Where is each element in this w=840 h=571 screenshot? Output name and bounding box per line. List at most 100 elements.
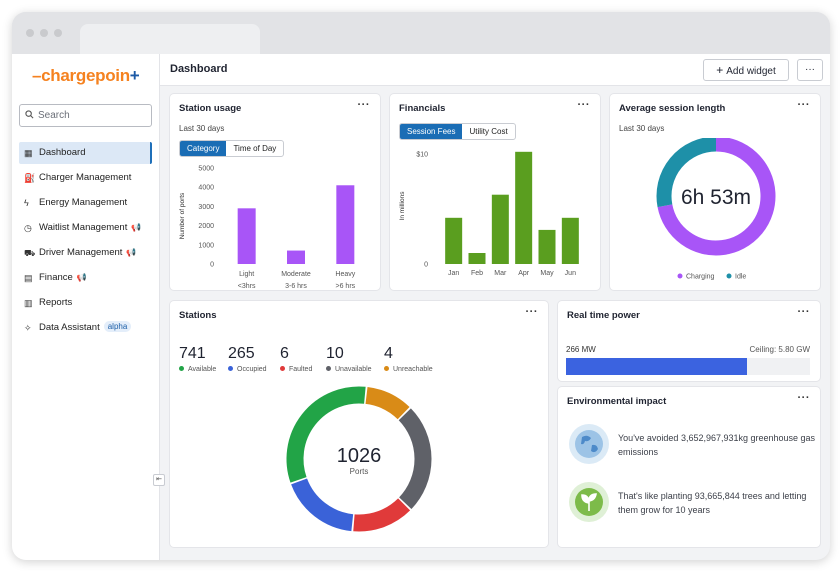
avg-session-donut: 6h 53m Charging Idle — [656, 138, 776, 281]
station-usage-chart: Number of ports 0 1000 2000 3000 4000 5000 Ligh… — [179, 166, 356, 291]
sidebar-item-label: Charger Management — [39, 172, 132, 183]
financials-bar[interactable] — [561, 217, 579, 264]
app: –chargepoin+ Search ▦ Dashboard ⛽ Charger M… — [12, 54, 830, 560]
stat-label: Faulted — [280, 366, 312, 373]
legend-dot — [228, 366, 233, 371]
sidebar-item-label: Finance — [39, 272, 73, 283]
stat-label-text: Faulted — [289, 366, 313, 373]
sidebar: –chargepoin+ Search ▦ Dashboard ⛽ Charger M… — [12, 54, 165, 560]
sidebar-item-energy-management[interactable]: ϟ Energy Management — [19, 192, 152, 214]
stat-label-text: Available — [188, 366, 217, 373]
stat-unavailable: 10 Unavailable — [326, 345, 372, 373]
stations-slice[interactable] — [286, 386, 366, 483]
card-title: Station usage — [179, 103, 242, 114]
stations-slice[interactable] — [365, 387, 410, 420]
add-widget-label: Add widget — [726, 66, 776, 77]
x-tick-label: Heavy — [335, 271, 355, 278]
stat-value: 6 — [280, 345, 289, 362]
x-tick-label: Feb — [471, 270, 483, 277]
tab-utility-cost[interactable]: Utility Cost — [469, 127, 508, 136]
sidebar-item-dashboard[interactable]: ▦ Dashboard — [19, 142, 152, 164]
legend-dot — [726, 273, 732, 279]
power-bar-fill — [566, 358, 747, 375]
trees-text: That's like planting 93,665,844 trees an… — [618, 491, 807, 515]
megaphone-icon: 📢 — [126, 248, 137, 257]
card-menu-icon[interactable]: ··· — [797, 99, 810, 111]
sidebar-item-data-assistant[interactable]: ✧ Data Assistant alpha — [19, 317, 152, 339]
session-slice[interactable] — [657, 138, 776, 256]
power-ceiling: Ceiling: 5.80 GW — [749, 345, 810, 354]
chargepoint-logo[interactable]: –chargepoin+ — [32, 66, 140, 86]
legend-dot — [179, 366, 184, 371]
browser-tab[interactable] — [80, 24, 260, 54]
x-tick-label: Light — [239, 271, 254, 278]
sidebar-item-label: Data Assistant — [39, 322, 100, 333]
financials-bar[interactable] — [538, 229, 556, 264]
tab-session-fees[interactable]: Session Fees — [400, 124, 463, 139]
financials-bar[interactable] — [515, 151, 533, 264]
search-icon — [25, 110, 34, 119]
stat-label: Available — [179, 366, 216, 373]
y-tick-label: 4000 — [198, 185, 214, 192]
y-tick-label: 1000 — [198, 242, 214, 249]
collapse-sidebar-button[interactable]: ⇤ — [153, 474, 165, 486]
legend-dot — [326, 366, 331, 371]
card-menu-icon[interactable]: ··· — [525, 306, 538, 318]
plus-icon: + — [716, 63, 724, 77]
x-tick-label: Mar — [494, 270, 507, 277]
stations-slice[interactable] — [353, 498, 411, 532]
sidebar-item-label: Reports — [39, 297, 73, 308]
card-menu-icon[interactable]: ··· — [797, 306, 810, 318]
financials-bar[interactable] — [468, 253, 486, 264]
x-tick-label: Moderate — [281, 271, 311, 278]
stat-label-text: Unreachable — [393, 366, 433, 373]
financials-chart: In millions $10 0 Jan Feb Mar Apr May Jun — [399, 151, 579, 277]
usage-bar[interactable] — [237, 208, 256, 264]
financials-bar[interactable] — [491, 194, 509, 264]
card-title: Financials — [399, 103, 446, 114]
y-axis-label: Number of ports — [179, 192, 186, 239]
session-slice[interactable] — [656, 138, 717, 208]
tab-category[interactable]: Category — [180, 141, 227, 156]
more-options-button[interactable]: ··· — [797, 59, 823, 81]
avg-session-card: Average session length ··· Last 30 days … — [610, 94, 820, 290]
environmental-impact-card: Environmental impact ··· You've avoided … — [558, 387, 820, 547]
usage-bar[interactable] — [287, 250, 305, 264]
card-menu-icon[interactable]: ··· — [577, 99, 590, 111]
tab-time-of-day[interactable]: Time of Day — [233, 144, 277, 153]
stat-value: 741 — [179, 345, 206, 362]
add-widget-button[interactable]: + Add widget — [703, 59, 789, 81]
usage-bar[interactable] — [336, 185, 355, 264]
card-menu-icon[interactable]: ··· — [357, 99, 370, 111]
sidebar-item-reports[interactable]: ▥ Reports — [19, 292, 152, 314]
sidebar-item-waitlist-management[interactable]: ◷ Waitlist Management 📢 — [19, 217, 152, 239]
card-title: Real time power — [567, 310, 640, 321]
power-bar — [566, 358, 810, 375]
clock-icon: ◷ — [24, 223, 32, 233]
sidebar-item-driver-management[interactable]: ⛟ Driver Management 📢 — [19, 242, 152, 264]
period-label: Last 30 days — [179, 124, 225, 133]
emissions-row: You've avoided 3,652,967,931kg greenhous… — [568, 423, 818, 467]
sidebar-item-charger-management[interactable]: ⛽ Charger Management — [19, 167, 152, 189]
y-tick-label: 5000 — [198, 166, 214, 173]
stat-label: Occupied — [228, 366, 267, 373]
top-bar: Dashboard + Add widget ··· — [160, 54, 830, 86]
search-placeholder: Search — [38, 110, 70, 121]
sidebar-item-finance[interactable]: ▤ Finance 📢 — [19, 267, 152, 289]
globe-icon — [569, 424, 609, 464]
current-power: 266 MW — [566, 345, 596, 354]
sidebar-item-label: Dashboard — [39, 147, 86, 158]
window-dot — [40, 29, 48, 37]
usage-tabs: Category Time of Day — [179, 140, 285, 157]
sparkle-icon: ✧ — [24, 323, 32, 333]
stations-slice[interactable] — [398, 408, 432, 510]
x-tick-label: Apr — [518, 270, 530, 277]
card-menu-icon[interactable]: ··· — [797, 392, 810, 404]
main-content: Dashboard + Add widget ··· Station usage … — [160, 54, 830, 560]
legend-label: Charging — [686, 274, 715, 281]
financials-bar[interactable] — [445, 217, 463, 264]
stations-slice[interactable] — [291, 478, 354, 532]
finance-icon: ▤ — [24, 273, 33, 283]
search-input[interactable]: Search — [19, 104, 152, 127]
x-tick-label: Jun — [565, 270, 576, 277]
